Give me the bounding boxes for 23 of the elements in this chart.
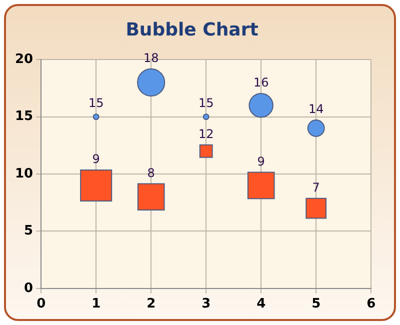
data-label: 8 xyxy=(147,166,155,180)
y-tick-label: 20 xyxy=(14,52,34,67)
data-label: 18 xyxy=(143,51,159,66)
x-tick-label: 4 xyxy=(256,296,266,312)
data-label: 16 xyxy=(253,76,269,90)
x-tick-label: 6 xyxy=(366,296,376,312)
data-label: 9 xyxy=(92,152,100,166)
x-tick-label: 0 xyxy=(36,296,46,312)
x-tick-label: 1 xyxy=(92,296,101,312)
y-tick-label: 15 xyxy=(14,109,34,124)
x-tick-label: 5 xyxy=(312,296,321,312)
x-tick-label: 2 xyxy=(146,296,156,312)
data-label: 15 xyxy=(88,96,104,110)
data-label: 14 xyxy=(308,102,324,116)
y-tick-label: 5 xyxy=(24,224,34,239)
data-label: 9 xyxy=(257,154,265,168)
x-tick-label: 3 xyxy=(202,296,211,312)
chart-title: Bubble Chart xyxy=(126,19,259,40)
data-label: 12 xyxy=(198,127,214,142)
y-tick-label: 10 xyxy=(14,166,34,182)
y-tick-label: 0 xyxy=(24,280,34,296)
data-label: 15 xyxy=(198,96,214,110)
data-label: 7 xyxy=(312,180,320,195)
